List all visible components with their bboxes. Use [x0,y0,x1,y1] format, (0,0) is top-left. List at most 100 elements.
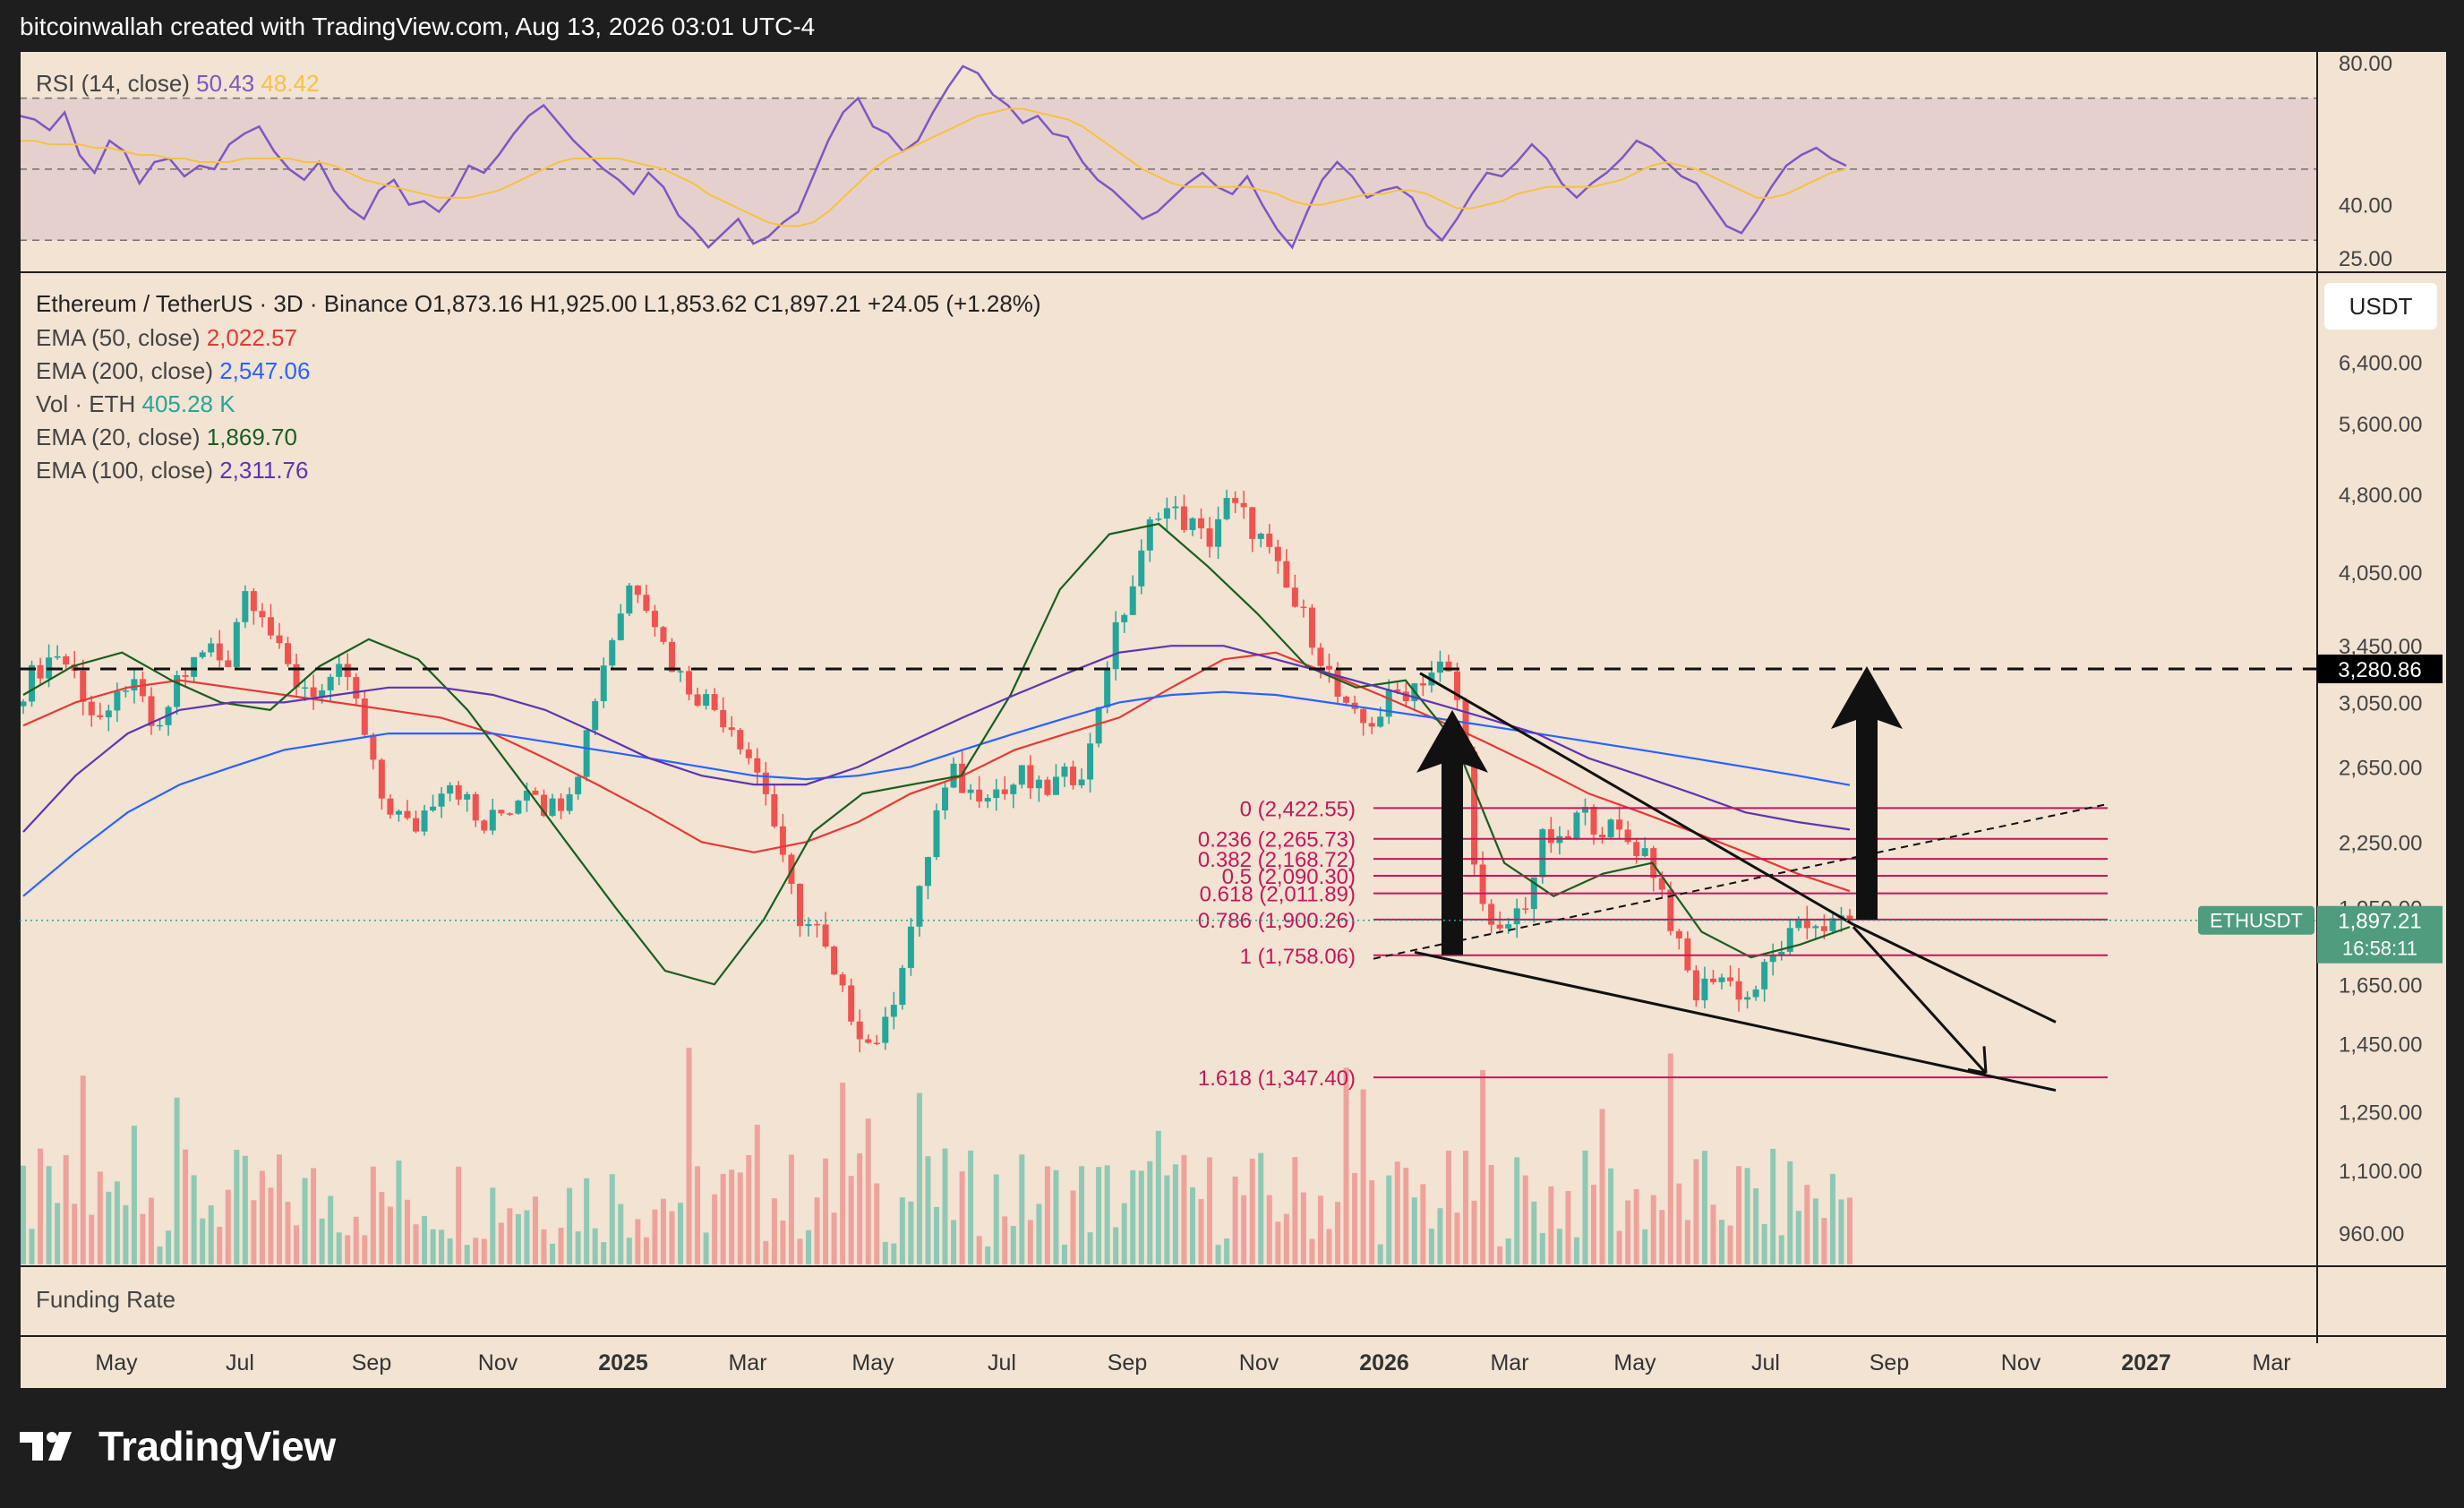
candle-body [1445,661,1452,672]
volume-pane [21,1047,1852,1264]
volume-bar [1104,1165,1110,1264]
volume-bar [1531,1201,1537,1264]
candle-body [1146,519,1153,551]
volume-bar [1147,1161,1153,1264]
candle-body [1317,647,1324,666]
candle-body [216,643,223,661]
volume-bar [1548,1186,1554,1264]
candle-body [822,924,829,947]
rsi-ma-line [20,107,1847,227]
candle-body [242,591,249,622]
volume-bar [1061,1244,1067,1264]
candle-body [37,664,44,679]
volume-bar [38,1148,44,1264]
volume-bar [1138,1170,1144,1264]
volume-bar [1480,1069,1486,1264]
volume-bar [166,1230,172,1264]
volume-bar [1719,1220,1725,1264]
volume-bar [840,1083,846,1264]
volume-bar [328,1195,334,1264]
volume-bar [345,1235,351,1264]
volume-bar [1599,1109,1605,1264]
price-tick-label: 5,600.00 [2339,413,2422,437]
volume-bar [1497,1246,1503,1264]
volume-bar [814,1197,820,1264]
volume-bar [1420,1184,1426,1264]
volume-bar [1727,1225,1733,1264]
volume-bar [1053,1170,1059,1264]
candle-body [1121,614,1128,622]
candle-body [950,763,957,788]
volume-bar [737,1172,743,1264]
volume-bar [1403,1167,1409,1264]
candle-body [1590,807,1597,835]
volume-bar [490,1187,496,1264]
volume-bar [899,1197,905,1264]
candle-body [942,787,949,810]
volume-bar [934,1206,939,1264]
candle-body [1829,918,1836,931]
candle-body [796,884,803,927]
candle-body [1172,506,1179,509]
volume-bar [430,1229,436,1264]
time-tick-label: May [95,1350,138,1375]
volume-bar [234,1150,240,1264]
candle-body [1223,498,1230,519]
candle-body [1692,970,1699,1001]
volume-bar [976,1236,982,1264]
candle-body [873,1042,880,1045]
candle-body [1803,919,1810,929]
volume-bar [660,1198,666,1264]
volume-bar [1326,1229,1332,1264]
volume-bar [1113,1227,1119,1264]
volume-bar [106,1191,112,1264]
indicator-legend: EMA (200, close) 2,547.06 [36,357,310,384]
volume-bar [780,1220,786,1264]
candle-body [1198,518,1205,528]
volume-bar [294,1225,300,1264]
candle-body [1769,955,1776,963]
candle-body [566,793,573,811]
fib-level-label: 0.618 (2,011.89) [1200,883,1356,907]
symbol-tag [2198,905,2314,935]
volume-bar [259,1170,265,1264]
volume-bar [601,1242,607,1264]
candle-body [378,759,385,799]
candle-body [387,798,394,815]
candle-body [626,585,633,614]
candle-body [506,813,513,815]
price-tick-label: 960.00 [2339,1222,2404,1247]
volume-bar [1812,1198,1818,1264]
time-tick-label: Mar [2252,1350,2290,1375]
volume-bar [21,1165,26,1264]
candle-body [1522,908,1529,910]
candle-body [1727,977,1734,981]
candle-body [97,715,104,717]
price-tick-label: 1,650.00 [2339,973,2422,998]
price-tick-label: 2,250.00 [2339,831,2422,855]
candle-body [1095,707,1102,744]
volume-bar [618,1204,624,1264]
volume-bar [404,1199,410,1264]
volume-bar [1445,1150,1451,1264]
volume-bar [746,1154,752,1264]
candle-body [771,793,778,827]
candle-body [1377,716,1384,727]
candle-body [421,810,428,832]
candle-body [839,974,846,986]
volume-bar [797,1238,803,1264]
volume-bar [1369,1179,1375,1264]
volume-bar [1130,1170,1136,1264]
price-tick-label: 3,050.00 [2339,691,2422,715]
volume-bar [353,1216,359,1264]
candle-body [1334,669,1341,697]
candle-body [609,639,616,666]
volume-bar [968,1150,974,1264]
volume-bar [276,1154,282,1264]
candle-body [694,694,701,707]
brand-logo: TradingView [20,1419,336,1473]
volume-bar [1684,1220,1690,1264]
candle-body [1752,989,1759,998]
volume-bar [140,1213,146,1264]
